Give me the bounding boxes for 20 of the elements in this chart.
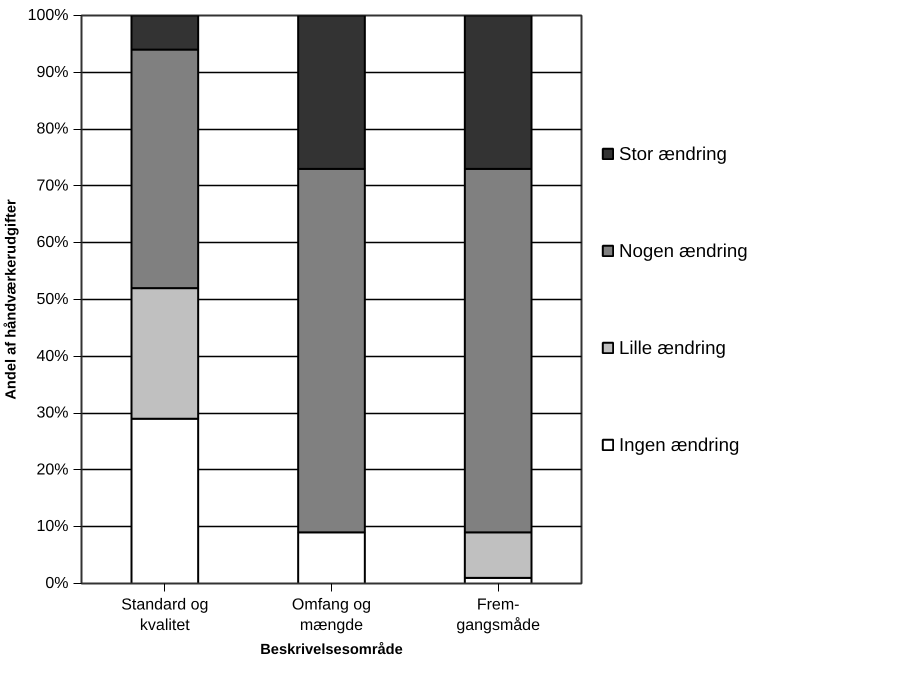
- legend-label: Nogen ændring: [619, 238, 748, 263]
- y-tick-label: 60%: [36, 234, 69, 252]
- y-tick-label: 100%: [28, 7, 68, 24]
- y-tick-label: 90%: [36, 64, 69, 81]
- y-tick-label: 40%: [36, 348, 69, 365]
- x-axis-title: Beskrivelsesområde: [260, 640, 403, 658]
- y-tick-label: 70%: [36, 177, 69, 194]
- x-tick-label: Standard og kvalitet: [121, 596, 208, 634]
- legend-label: Stor ændring: [619, 142, 727, 166]
- x-tick-label: Omfang og mængde: [292, 596, 372, 634]
- y-tick-label: 10%: [36, 518, 69, 536]
- y-axis-title: Andel af håndværkerudgifter: [2, 199, 20, 400]
- y-tick-label: 50%: [36, 291, 69, 308]
- y-tick-label: 30%: [36, 404, 69, 422]
- legend-label: Lille ændring: [619, 336, 726, 360]
- legend-label: Ingen ændring: [619, 432, 740, 457]
- y-tick-label: 20%: [36, 461, 69, 478]
- x-tick-label: Frem- gangsmåde: [456, 596, 540, 634]
- y-tick-label: 80%: [36, 120, 69, 138]
- y-tick-label: 0%: [45, 575, 68, 592]
